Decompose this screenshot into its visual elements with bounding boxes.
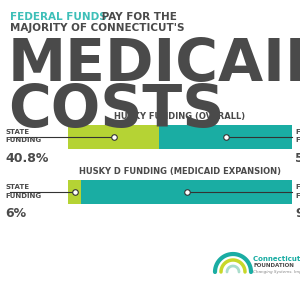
Text: MEDICAID: MEDICAID xyxy=(8,36,300,93)
Text: COSTS: COSTS xyxy=(8,82,224,139)
Bar xyxy=(68,125,159,149)
Text: HUSKY FUNDING (OVERALL): HUSKY FUNDING (OVERALL) xyxy=(114,112,246,121)
Text: FEDERAL FUNDS: FEDERAL FUNDS xyxy=(10,12,107,22)
Text: FEDERAL: FEDERAL xyxy=(295,184,300,190)
Text: FOUNDATION: FOUNDATION xyxy=(253,263,294,268)
Text: 40.8%: 40.8% xyxy=(5,152,48,165)
Text: 59.2%: 59.2% xyxy=(295,152,300,165)
Text: FUNDING: FUNDING xyxy=(5,193,41,199)
Text: STATE: STATE xyxy=(5,184,29,190)
Text: STATE: STATE xyxy=(5,129,29,135)
Bar xyxy=(159,125,292,149)
Text: Connecticut Health: Connecticut Health xyxy=(253,256,300,262)
Text: 6%: 6% xyxy=(5,207,26,220)
Text: FUNDING: FUNDING xyxy=(5,137,41,143)
Bar xyxy=(68,180,81,204)
Text: PAY FOR THE: PAY FOR THE xyxy=(98,12,177,22)
Text: Changing Systems. Improving Lives.: Changing Systems. Improving Lives. xyxy=(253,270,300,274)
Text: FUNDING: FUNDING xyxy=(295,137,300,143)
Text: HUSKY D FUNDING (MEDICAID EXPANSION): HUSKY D FUNDING (MEDICAID EXPANSION) xyxy=(79,167,281,176)
Bar xyxy=(81,180,292,204)
Text: FUNDING: FUNDING xyxy=(295,193,300,199)
Text: MAJORITY OF CONNECTICUT'S: MAJORITY OF CONNECTICUT'S xyxy=(10,23,184,33)
Text: FEDERAL: FEDERAL xyxy=(295,129,300,135)
Text: 94%: 94% xyxy=(295,207,300,220)
